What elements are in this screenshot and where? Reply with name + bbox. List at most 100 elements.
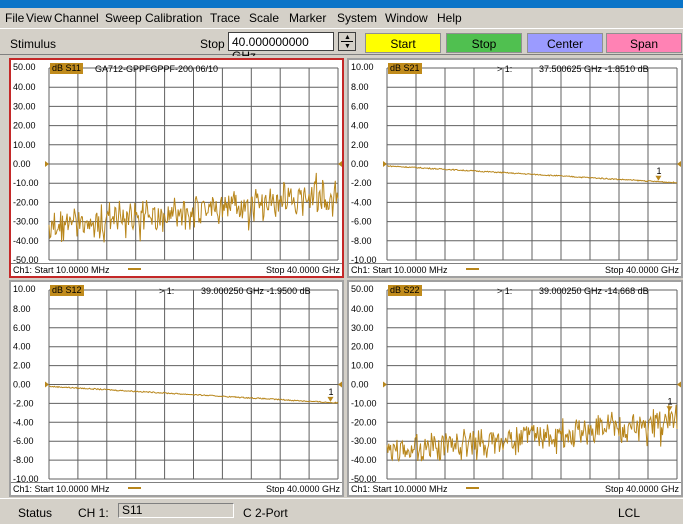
menu-system[interactable]: System xyxy=(337,11,378,25)
y-axis-label: -6.00 xyxy=(351,217,372,227)
reference-marker-icon xyxy=(45,161,49,167)
start-button[interactable]: Start xyxy=(365,33,441,53)
trace-panel-s22[interactable]: 50.00 40.00 30.00 20.00 10.00 0.00 -10.00 -20.0… xyxy=(347,280,683,497)
stop-frequency-spinner[interactable]: ▲ ▼ xyxy=(338,32,356,51)
stimulus-label: Stimulus xyxy=(10,37,57,51)
marker-triangle-icon[interactable] xyxy=(655,175,662,181)
y-axis-label: 2.00 xyxy=(13,361,31,371)
menu-marker[interactable]: Marker xyxy=(289,11,327,25)
start-frequency: Ch1: Start 10.0000 MHz xyxy=(351,484,448,494)
stop-button[interactable]: Stop xyxy=(446,33,522,53)
y-axis-label: -40.00 xyxy=(351,455,377,465)
menu-window[interactable]: Window xyxy=(385,11,428,25)
marker-number: 1 xyxy=(656,166,661,176)
y-axis-label: -40.00 xyxy=(13,236,39,246)
measurement-trace xyxy=(387,165,678,184)
grid-lines xyxy=(386,289,678,480)
trace-title: GA712-GPPFGPPF-200 06/10 xyxy=(95,64,219,74)
stop-frequency-input[interactable]: 40.000000000 GHz xyxy=(228,32,334,63)
y-axis-label: -50.00 xyxy=(351,474,377,484)
trace-plot-s12: 10.00 8.00 6.00 4.00 2.00 0.00 -2.00 -4.00 -6.00… xyxy=(13,284,342,484)
reference-marker-icon xyxy=(383,381,387,388)
trace-plot-s11: 50.00 40.00 30.00 20.00 10.00 0.00 -10.00 -20.0… xyxy=(13,62,342,265)
y-axis-label: -8.00 xyxy=(351,236,372,246)
menu-calibration[interactable]: Calibration xyxy=(145,11,203,25)
reference-marker-icon xyxy=(383,161,387,167)
y-axis-label: -2.00 xyxy=(351,178,372,188)
y-axis-label: 10.00 xyxy=(13,284,36,294)
y-axis-label: 4.00 xyxy=(351,121,369,131)
status-calibration: C 2-Port xyxy=(243,506,288,520)
trace-param-label[interactable]: dB S22 xyxy=(388,285,422,296)
center-button[interactable]: Center xyxy=(527,33,603,53)
reference-marker-icon xyxy=(338,381,342,388)
grid-lines xyxy=(48,289,339,480)
marker-readout: 37.500625 GHz -1.8510 dB xyxy=(539,64,649,74)
y-axis-label: 10.00 xyxy=(13,140,36,150)
y-axis-label: 2.00 xyxy=(351,140,369,150)
y-axis-label: 30.00 xyxy=(13,101,36,111)
trace-param-label[interactable]: dB S11 xyxy=(50,63,83,74)
y-axis-label: -4.00 xyxy=(351,197,372,207)
trace-plot-s21: 10.00 8.00 6.00 4.00 2.00 0.00 -2.00 -4.00 -6.00… xyxy=(351,62,681,265)
y-axis-label: 4.00 xyxy=(13,342,31,352)
menu-file[interactable]: File xyxy=(5,11,25,25)
menu-scale[interactable]: Scale xyxy=(249,11,280,25)
y-axis-label: -30.00 xyxy=(13,217,39,227)
marker-triangle-icon[interactable] xyxy=(327,396,334,402)
trace-plot-s22: 50.00 40.00 30.00 20.00 10.00 0.00 -10.00 -20.0… xyxy=(351,284,681,484)
y-axis-label: 6.00 xyxy=(351,101,369,111)
panel-footer: Ch1: Start 10.0000 MHz Stop 40.0000 GHz xyxy=(11,482,342,495)
y-axis-label: 8.00 xyxy=(13,304,31,314)
y-axis-label: 8.00 xyxy=(351,82,369,92)
stop-frequency: Stop 40.0000 GHz xyxy=(265,484,340,494)
y-axis-label: -10.00 xyxy=(13,474,39,484)
menu-trace[interactable]: Trace xyxy=(210,11,241,25)
start-frequency: Ch1: Start 10.0000 MHz xyxy=(13,265,110,275)
trace-panel-s21[interactable]: 10.00 8.00 6.00 4.00 2.00 0.00 -2.00 -4.00 -6.00… xyxy=(347,58,683,278)
trace-area: 50.00 40.00 30.00 20.00 10.00 0.00 -10.00 -20.0… xyxy=(4,56,683,498)
spin-up-icon[interactable]: ▲ xyxy=(344,34,351,41)
stop-frequency: Stop 40.0000 GHz xyxy=(604,265,679,275)
status-channel: CH 1: xyxy=(78,506,109,520)
menu-help[interactable]: Help xyxy=(437,11,462,25)
trace-legend-icon xyxy=(466,487,479,489)
spin-down-icon[interactable]: ▼ xyxy=(344,43,351,50)
measurement-trace xyxy=(48,172,339,243)
trace-param-label[interactable]: dB S21 xyxy=(388,63,422,74)
menu-view[interactable]: View xyxy=(26,11,52,25)
marker-triangle-icon[interactable] xyxy=(666,406,673,412)
marker-label: > 1: xyxy=(497,286,513,296)
trace-legend-icon xyxy=(128,487,141,489)
y-axis-label: 0.00 xyxy=(13,159,31,169)
y-axis-label: -6.00 xyxy=(13,436,34,446)
trace-panel-s12[interactable]: 10.00 8.00 6.00 4.00 2.00 0.00 -2.00 -4.00 -6.00… xyxy=(9,280,344,497)
grid-lines xyxy=(386,67,678,261)
status-active-trace: S11 xyxy=(118,503,234,518)
title-bar xyxy=(0,0,683,8)
y-axis-label: 20.00 xyxy=(351,342,374,352)
y-axis-label: -20.00 xyxy=(351,417,377,427)
marker-number: 1 xyxy=(667,396,672,406)
y-axis-label: 50.00 xyxy=(13,62,36,72)
status-label: Status xyxy=(18,506,53,520)
panel-footer: Ch1: Start 10.0000 MHz Stop 40.0000 GHz xyxy=(349,263,681,276)
marker-readout: 39.000250 GHz -1.9500 dB xyxy=(201,286,311,296)
menu-channel[interactable]: Channel xyxy=(54,11,99,25)
marker-readout: 39.000250 GHz -14.668 dB xyxy=(539,286,649,296)
trace-param-label[interactable]: dB S12 xyxy=(50,285,84,296)
y-axis-label: 10.00 xyxy=(351,361,374,371)
menu-sweep[interactable]: Sweep xyxy=(105,11,142,25)
reference-marker-icon xyxy=(677,161,681,167)
y-axis-label: 50.00 xyxy=(351,284,374,294)
trace-panel-s11[interactable]: 50.00 40.00 30.00 20.00 10.00 0.00 -10.00 -20.0… xyxy=(9,58,344,278)
y-axis-label: 0.00 xyxy=(13,380,31,390)
span-button[interactable]: Span xyxy=(606,33,682,53)
reference-marker-icon xyxy=(45,381,49,388)
measurement-trace xyxy=(48,385,339,404)
reference-marker-icon xyxy=(677,381,681,388)
start-frequency: Ch1: Start 10.0000 MHz xyxy=(351,265,448,275)
y-axis-label: -8.00 xyxy=(13,455,34,465)
y-axis-label: -20.00 xyxy=(13,197,39,207)
y-axis-label: 20.00 xyxy=(13,121,36,131)
